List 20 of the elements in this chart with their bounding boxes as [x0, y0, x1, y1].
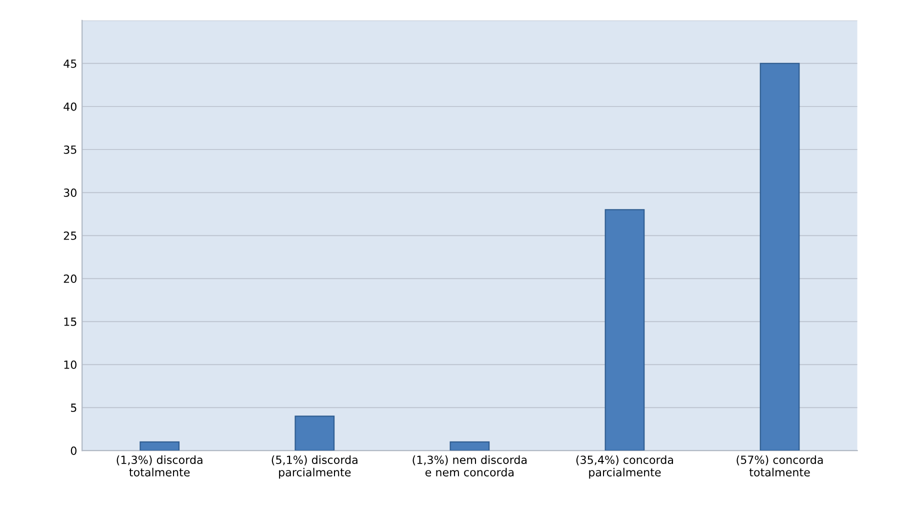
- y-tick-label: 25: [64, 231, 76, 240]
- y-tick-label: 15: [64, 318, 76, 326]
- y-tick-label: 20: [64, 274, 76, 283]
- bar: [604, 209, 645, 451]
- x-tick-label: (1,3%) nem discorda e nem concorda: [412, 455, 527, 476]
- y-tick-label: 30: [64, 188, 76, 197]
- y-tick-label: 5: [71, 404, 76, 412]
- bar: [760, 62, 800, 451]
- y-tick-label: 35: [64, 145, 76, 154]
- y-tick-label: 10: [64, 360, 76, 369]
- bar: [450, 441, 490, 451]
- x-tick-label: (57%) concorda totalmente: [736, 455, 823, 476]
- y-tick-label: 0: [70, 446, 76, 455]
- x-tick-label: (5,1%) discorda parcialmente: [272, 455, 358, 479]
- y-tick-label: 45: [64, 60, 76, 68]
- x-tick-label: (1,3%) discorda totalmente: [116, 455, 202, 476]
- y-tick-label: 40: [64, 102, 76, 111]
- x-tick-label: (35,4%) concorda parcialmente: [576, 455, 674, 479]
- bar: [140, 441, 180, 451]
- bar: [294, 416, 335, 451]
